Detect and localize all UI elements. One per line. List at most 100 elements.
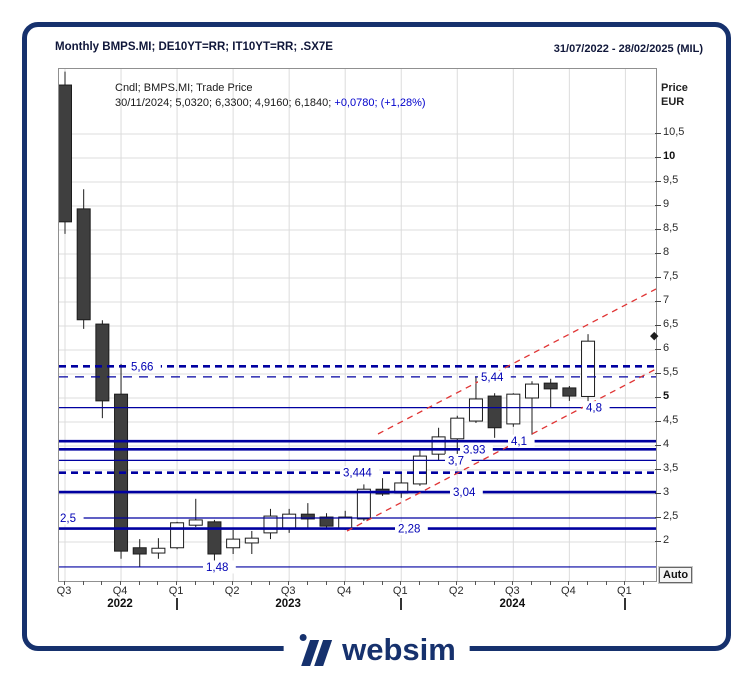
legend-ohlc-values: 30/11/2024; 5,0320; 6,3300; 4,9160; 6,18… xyxy=(115,97,335,109)
month-tick xyxy=(194,581,196,585)
auto-scale-button[interactable]: Auto xyxy=(657,566,694,584)
price-tick xyxy=(655,181,661,182)
quarter-label: Q4 xyxy=(112,585,128,597)
month-tick xyxy=(568,581,570,585)
candle-body xyxy=(543,382,558,390)
websim-w-icon xyxy=(297,633,333,667)
candle-body xyxy=(412,455,427,485)
quarter-label: Q4 xyxy=(336,585,352,597)
price-tick xyxy=(655,253,661,254)
websim-logo: websim xyxy=(283,628,470,672)
level-label: 5,44 xyxy=(481,372,504,384)
month-tick xyxy=(82,581,84,585)
month-tick xyxy=(250,581,252,585)
candle-body xyxy=(188,519,203,526)
price-tick-label: 5 xyxy=(663,390,670,402)
month-tick xyxy=(437,581,439,585)
price-tick xyxy=(655,325,661,326)
candle-body xyxy=(356,488,371,520)
level-label: 3,444 xyxy=(343,468,372,480)
price-tick xyxy=(655,133,661,134)
level-label: 5,66 xyxy=(131,361,153,373)
level-label-gap xyxy=(203,560,236,574)
month-tick xyxy=(418,581,420,585)
month-tick xyxy=(306,581,308,585)
candle-body xyxy=(132,547,147,555)
candle-body xyxy=(151,547,166,554)
month-tick xyxy=(232,581,234,585)
year-separator-bar xyxy=(176,598,179,610)
price-tick-label: 3 xyxy=(663,486,670,498)
quarter-label: Q1 xyxy=(617,585,632,597)
quarter-label: Q2 xyxy=(224,585,240,597)
month-tick xyxy=(493,581,495,585)
month-tick xyxy=(344,581,346,585)
price-tick xyxy=(655,517,661,518)
candle-body xyxy=(487,395,502,429)
candle-body xyxy=(59,84,72,223)
chart-title: Monthly BMPS.MI; DE10YT=RR; IT10YT=RR; .… xyxy=(55,41,333,53)
candlestick-chart: 5,66 5,44 4,8 4,1 3,933,7 3,444 3,04 2,5 2,28 1,4… xyxy=(59,69,656,581)
price-tick-label: 10 xyxy=(663,150,676,162)
candle-body xyxy=(170,522,185,549)
price-tick xyxy=(655,205,661,206)
month-tick xyxy=(138,581,140,585)
plot-area[interactable]: 5,66 5,44 4,8 4,1 3,93 3,7 3,444 3,04 2,5 2,28 1,4… xyxy=(58,68,657,582)
level-label-gap xyxy=(59,511,84,525)
date-range-label: 31/07/2022 - 28/02/2025 (MIL) xyxy=(553,43,703,55)
level-label: 4,8 xyxy=(586,403,602,415)
month-tick xyxy=(213,581,215,585)
level-label-gap xyxy=(340,466,379,480)
price-tick xyxy=(655,445,661,446)
legend-values-line: 30/11/2024; 5,0320; 6,3300; 4,9160; 6,18… xyxy=(115,96,426,111)
quarter-label: Q3 xyxy=(280,585,296,597)
month-tick xyxy=(605,581,607,585)
quarter-label: Q3 xyxy=(504,585,520,597)
websim-wordmark: websim xyxy=(342,632,456,667)
month-tick xyxy=(400,581,402,585)
month-tick xyxy=(456,581,458,585)
month-tick xyxy=(120,581,122,585)
quarter-label: Q2 xyxy=(448,585,464,597)
chart-legend: Cndl; BMPS.MI; Trade Price 30/11/2024; 5… xyxy=(115,81,426,111)
price-tick-label: 4 xyxy=(663,438,670,450)
candle-body xyxy=(506,393,521,425)
price-axis-title: Price EUR xyxy=(661,81,688,109)
price-tick xyxy=(655,277,661,278)
candle-body xyxy=(226,538,241,549)
level-label: 3,04 xyxy=(453,487,476,499)
candle-body xyxy=(207,521,222,555)
candle-body xyxy=(562,387,577,397)
legend-change-values: +0,0780; (+1,28%) xyxy=(334,97,426,109)
level-label-gap xyxy=(128,359,161,373)
level-label-gap xyxy=(450,485,483,499)
month-tick xyxy=(101,581,103,585)
candle-body xyxy=(244,537,259,544)
level-label: 4,1 xyxy=(511,436,527,448)
month-tick xyxy=(549,581,551,585)
price-tick-label: 3,5 xyxy=(663,462,679,474)
level-label: 3,7 xyxy=(448,455,464,467)
last-price-diamond-icon: ◆ xyxy=(650,330,659,342)
level-label-gap xyxy=(395,522,428,536)
price-tick xyxy=(655,493,661,494)
candle-body xyxy=(431,436,446,455)
price-tick-label: 9 xyxy=(663,198,670,210)
month-tick xyxy=(157,581,159,585)
price-tick-label: 10,5 xyxy=(663,126,685,138)
year-label: 2023 xyxy=(275,598,301,610)
trend-line xyxy=(346,368,656,532)
websim-icon-dot xyxy=(299,634,307,641)
candle-body xyxy=(581,340,596,397)
month-tick xyxy=(176,581,178,585)
level-label: 2,28 xyxy=(398,524,420,536)
month-tick xyxy=(531,581,532,585)
price-tick xyxy=(655,541,661,542)
price-tick-label: 2,5 xyxy=(663,510,679,522)
price-tick xyxy=(655,349,661,350)
price-tick-label: 7 xyxy=(663,294,670,306)
price-tick xyxy=(655,397,661,398)
price-tick-label: 8 xyxy=(663,246,670,258)
year-label: 2024 xyxy=(499,598,526,610)
trend-line xyxy=(377,288,656,435)
